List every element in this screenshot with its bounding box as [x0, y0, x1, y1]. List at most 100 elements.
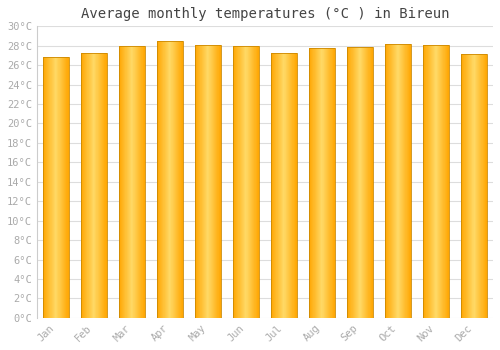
Bar	[232, 46, 233, 318]
Bar	[44, 57, 45, 318]
Bar	[168, 41, 169, 318]
Bar	[348, 47, 349, 318]
Bar	[445, 45, 446, 318]
Bar	[233, 46, 234, 318]
Bar	[206, 45, 207, 318]
Bar	[214, 45, 215, 318]
Bar	[465, 55, 466, 318]
Bar	[253, 46, 254, 318]
Bar	[171, 41, 172, 318]
Bar	[326, 48, 327, 318]
Bar	[287, 52, 288, 318]
Bar	[294, 52, 295, 318]
Bar	[482, 55, 483, 318]
Bar	[358, 47, 359, 318]
Bar	[367, 47, 368, 318]
Bar	[422, 45, 423, 318]
Bar	[476, 55, 477, 318]
Bar	[356, 47, 357, 318]
Bar	[128, 46, 129, 318]
Bar	[422, 45, 450, 318]
Bar	[161, 41, 162, 318]
Bar	[124, 46, 125, 318]
Bar	[475, 55, 476, 318]
Bar	[162, 41, 163, 318]
Bar	[156, 41, 183, 318]
Bar	[444, 45, 445, 318]
Bar	[255, 46, 256, 318]
Bar	[285, 52, 286, 318]
Bar	[317, 48, 318, 318]
Bar	[246, 46, 247, 318]
Bar	[386, 44, 387, 318]
Bar	[204, 45, 205, 318]
Bar	[85, 52, 86, 318]
Bar	[321, 48, 322, 318]
Bar	[179, 41, 180, 318]
Bar	[315, 48, 316, 318]
Bar	[349, 47, 350, 318]
Bar	[236, 46, 237, 318]
Bar	[118, 46, 145, 318]
Bar	[104, 52, 105, 318]
Bar	[471, 55, 472, 318]
Bar	[234, 46, 236, 318]
Bar	[181, 41, 182, 318]
Bar	[441, 45, 442, 318]
Bar	[290, 52, 291, 318]
Bar	[313, 48, 314, 318]
Bar	[47, 57, 48, 318]
Bar	[61, 57, 62, 318]
Bar	[208, 45, 209, 318]
Bar	[411, 44, 412, 318]
Bar	[474, 55, 475, 318]
Bar	[405, 44, 406, 318]
Bar	[83, 52, 84, 318]
Bar	[401, 44, 402, 318]
Bar	[159, 41, 160, 318]
Bar	[158, 41, 159, 318]
Bar	[439, 45, 440, 318]
Bar	[200, 45, 201, 318]
Bar	[346, 47, 374, 318]
Bar	[165, 41, 166, 318]
Bar	[323, 48, 324, 318]
Bar	[425, 45, 426, 318]
Bar	[487, 55, 488, 318]
Bar	[138, 46, 139, 318]
Bar	[324, 48, 325, 318]
Bar	[470, 55, 471, 318]
Bar	[473, 55, 474, 318]
Bar	[443, 45, 444, 318]
Bar	[160, 41, 161, 318]
Bar	[141, 46, 142, 318]
Bar	[136, 46, 137, 318]
Bar	[271, 52, 272, 318]
Bar	[238, 46, 239, 318]
Bar	[351, 47, 352, 318]
Bar	[237, 46, 238, 318]
Bar	[404, 44, 405, 318]
Bar	[56, 57, 57, 318]
Bar	[296, 52, 297, 318]
Bar	[254, 46, 255, 318]
Bar	[316, 48, 317, 318]
Bar	[284, 52, 285, 318]
Bar	[198, 45, 199, 318]
Bar	[48, 57, 49, 318]
Bar	[213, 45, 214, 318]
Bar	[119, 46, 120, 318]
Bar	[218, 45, 219, 318]
Bar	[368, 47, 369, 318]
Bar	[95, 52, 96, 318]
Bar	[205, 45, 206, 318]
Bar	[353, 47, 354, 318]
Bar	[127, 46, 128, 318]
Bar	[219, 45, 220, 318]
Bar	[217, 45, 218, 318]
Bar	[431, 45, 432, 318]
Bar	[182, 41, 183, 318]
Bar	[292, 52, 293, 318]
Bar	[210, 45, 211, 318]
Bar	[408, 44, 409, 318]
